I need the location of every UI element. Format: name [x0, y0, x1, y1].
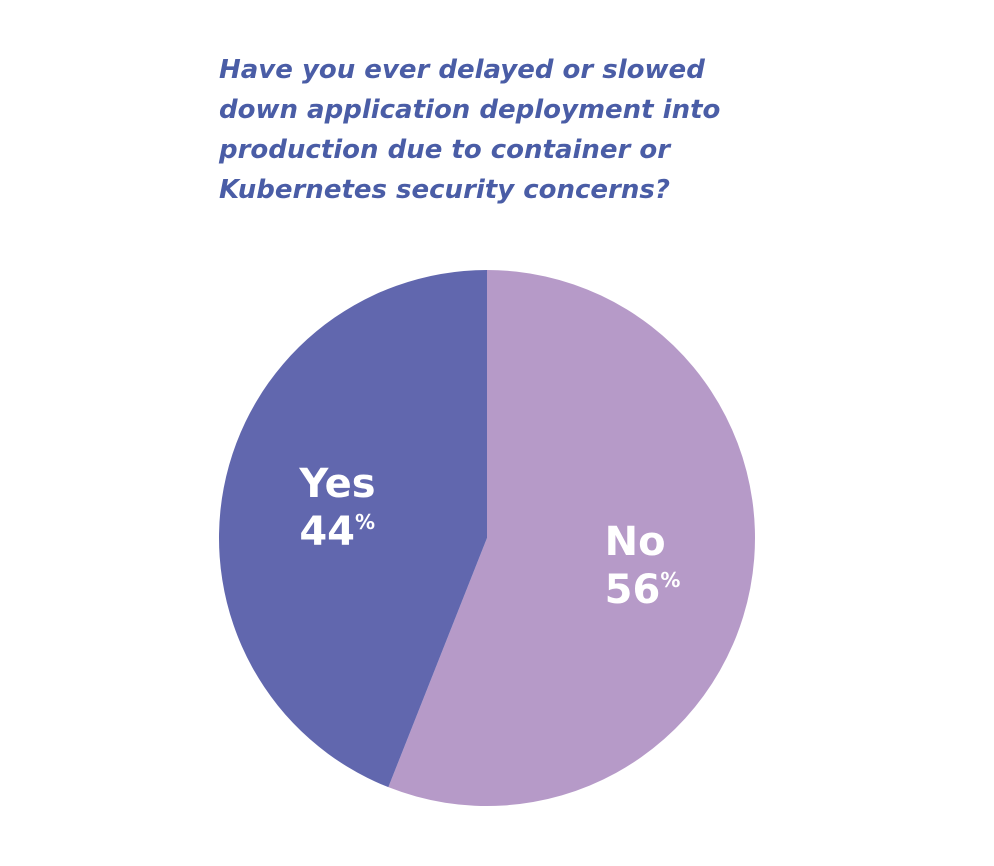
- chart-title-line-1: Have you ever delayed or slowed: [219, 55, 705, 85]
- slice-value-yes: 44%: [299, 509, 375, 555]
- chart-title-line-4: Kubernetes security concerns?: [219, 175, 670, 205]
- chart-title-line-2: down application deployment into: [219, 95, 721, 125]
- slice-label-no: No: [605, 519, 666, 565]
- slice-value-no: 56%: [605, 567, 681, 613]
- pie-slice-no: [388, 270, 755, 807]
- chart-title-line-3: production due to container or: [219, 135, 671, 165]
- pie-slice-yes: [218, 270, 487, 788]
- chart-title: Have you ever delayed or slowed down app…: [219, 50, 739, 210]
- slice-label-yes: Yes: [298, 461, 375, 507]
